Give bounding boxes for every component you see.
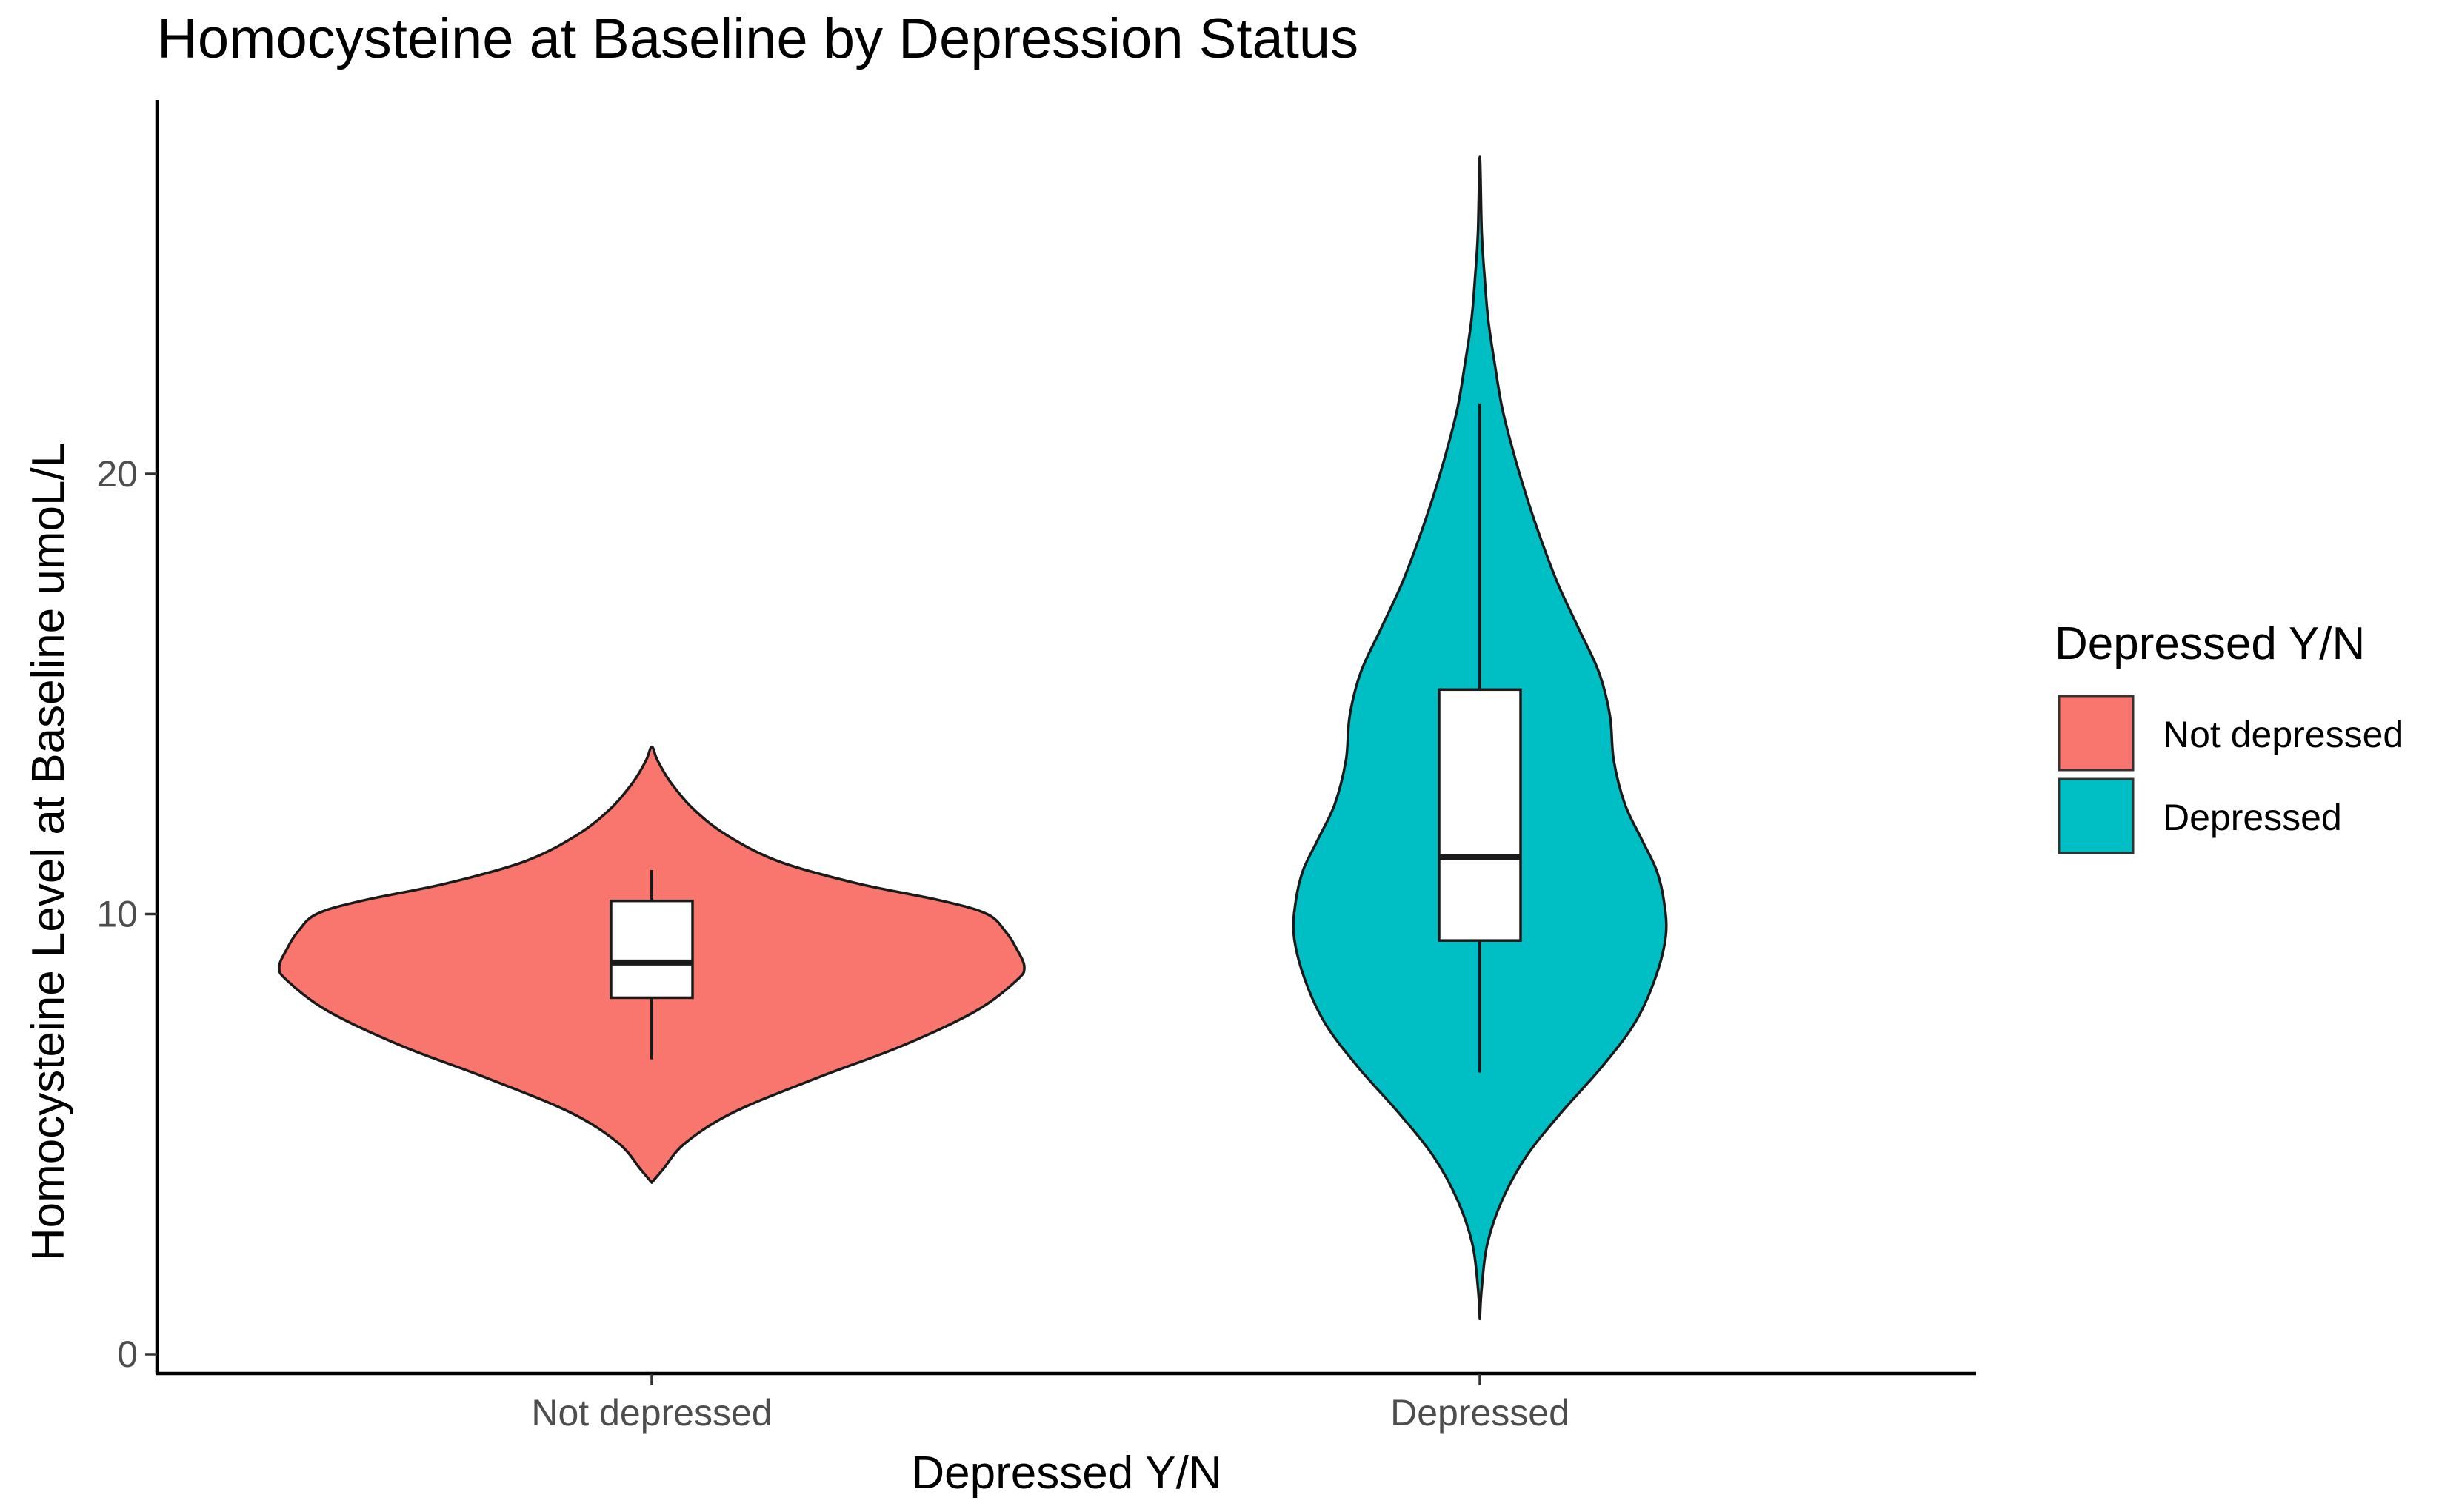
box-depressed	[1438, 688, 1522, 942]
legend-label-not-depressed: Not depressed	[2163, 714, 2403, 755]
legend-label-depressed: Depressed	[2163, 797, 2342, 838]
legend: Depressed Y/N Not depressed Depressed	[2055, 618, 2403, 854]
violin-group-depressed	[1292, 155, 1668, 1321]
y-axis-title: Homocysteine Level at Baseline umoL/L	[23, 442, 74, 1261]
legend-swatch-not-depressed	[2058, 695, 2135, 772]
axes: 0 10 20 Not depressed Depressed	[96, 100, 1976, 1434]
legend-title: Depressed Y/N	[2055, 618, 2365, 669]
chart-title: Homocysteine at Baseline by Depression S…	[157, 7, 1358, 70]
box-not-depressed	[610, 899, 694, 1000]
x-tick-label-depressed: Depressed	[1390, 1392, 1569, 1434]
y-tick-label-10: 10	[96, 894, 138, 935]
violin-group-not-depressed	[278, 745, 1026, 1184]
x-tick-label-not-depressed: Not depressed	[531, 1392, 772, 1434]
y-tick-label-20: 20	[96, 453, 138, 495]
x-axis-title: Depressed Y/N	[911, 1448, 1221, 1499]
y-tick-label-0: 0	[117, 1334, 138, 1375]
legend-swatch-depressed	[2058, 777, 2135, 854]
plot-area	[278, 155, 1668, 1321]
